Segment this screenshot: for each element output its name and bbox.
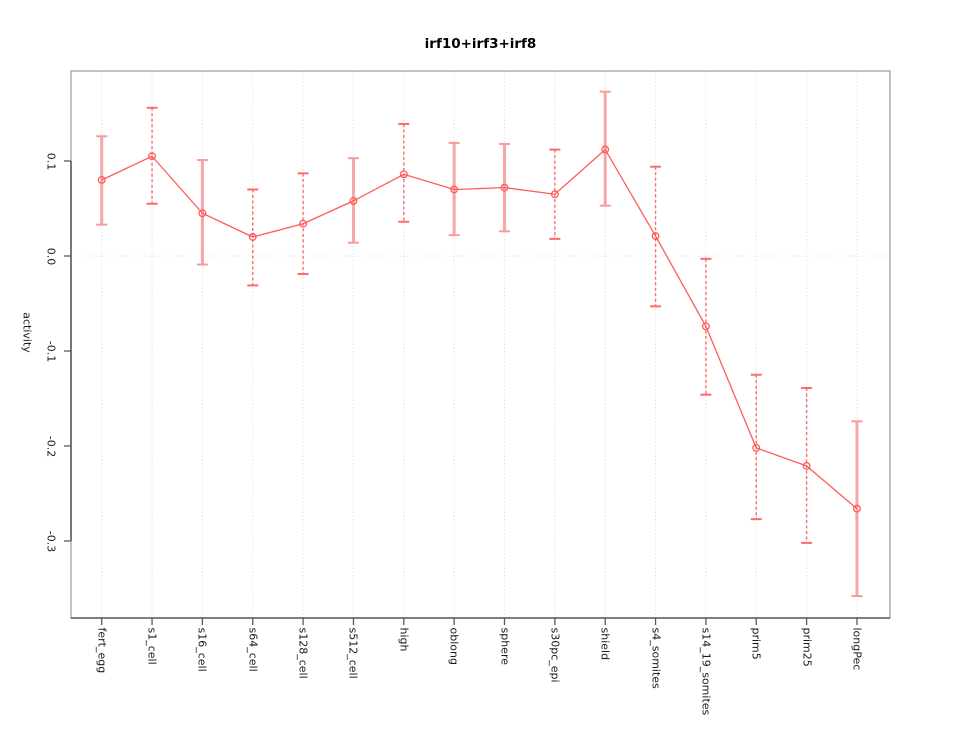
plot-area — [64, 70, 891, 625]
x-tick-label: s512_cell — [346, 627, 360, 679]
data-point — [651, 232, 660, 240]
data-point — [198, 209, 207, 218]
data-point — [97, 176, 106, 184]
data-point — [399, 170, 408, 179]
y-tick-label: 0.1 — [44, 152, 58, 170]
data-point — [701, 322, 710, 331]
x-tick-label: longPec — [850, 627, 864, 671]
data-point — [450, 185, 459, 194]
figure: irf10+irf3+irf8 activity fert_egg s1_cell… — [20, 36, 891, 716]
data-point — [802, 462, 811, 470]
plot-border — [70, 70, 891, 619]
y-axis-label: activity — [20, 312, 34, 353]
x-tick-label: s1_cell — [145, 627, 159, 665]
y-tick-label: 0.0 — [44, 247, 58, 265]
x-tick-label: high — [397, 627, 411, 652]
data-point — [752, 443, 761, 452]
data-point — [550, 190, 559, 199]
data-point — [853, 504, 861, 513]
data-point — [248, 233, 257, 241]
y-tick-label: -0.1 — [44, 340, 58, 362]
x-tick-label: s64_cell — [246, 627, 260, 672]
data-point — [601, 145, 610, 154]
x-tick-label: s30pc_epi — [548, 627, 562, 683]
x-tick-label: s16_cell — [195, 627, 209, 672]
x-tick-label: s4_somites — [649, 627, 663, 689]
x-tick-label: sphere — [498, 627, 511, 666]
chart-title: irf10+irf3+irf8 — [424, 36, 537, 52]
data-point — [299, 219, 308, 228]
x-tick-label: prim5 — [749, 627, 763, 660]
data-point — [500, 183, 509, 192]
series-line — [101, 148, 858, 510]
x-tick-label: shield — [598, 627, 612, 661]
y-tick-label: -0.3 — [44, 530, 58, 552]
x-tick-label: s128_cell — [296, 627, 310, 679]
x-tick-label: s14_19_somites — [699, 627, 713, 716]
x-tick-label: oblong — [447, 627, 461, 665]
data-point — [148, 152, 156, 161]
x-tick-label: prim25 — [800, 627, 814, 667]
y-tick-label: -0.2 — [44, 435, 58, 457]
x-tick-label: fert_egg — [95, 627, 109, 674]
data-point — [349, 196, 358, 205]
